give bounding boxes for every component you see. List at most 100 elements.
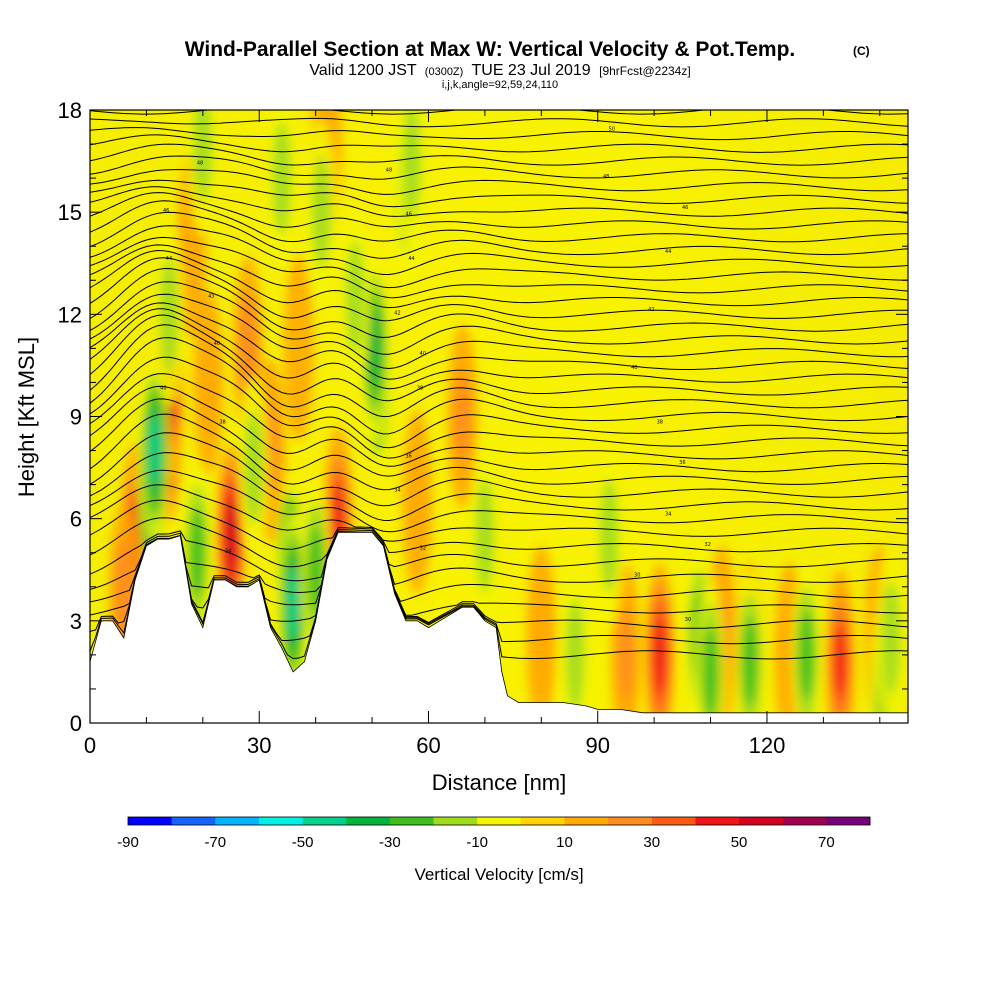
updraft-cell [531, 580, 551, 695]
updraft-cell [834, 625, 847, 698]
x-tick-label: 30 [247, 733, 271, 758]
theta-contour [90, 356, 908, 449]
y-tick-label: 18 [58, 98, 82, 123]
theta-contour [90, 169, 908, 195]
downdraft-cell [599, 478, 619, 593]
theta-contour-label: 40 [420, 351, 426, 357]
updraft-cell [407, 444, 427, 559]
y-tick-label: 15 [58, 200, 82, 225]
theta-contour [90, 211, 908, 259]
theta-contour [90, 302, 908, 380]
colorbar-tick-label: 70 [818, 834, 835, 851]
theta-contour [90, 324, 908, 418]
colorbar-tick-label: -10 [466, 834, 488, 851]
theta-contour-label: 48 [603, 174, 609, 180]
downdraft-cell [368, 308, 382, 388]
theta-contour-label: 30 [634, 573, 640, 579]
theta-contour-label: 48 [386, 167, 392, 173]
theta-contour-labels: 46 48 44 43 40 40 38 34 48 46 44 42 40 38 36 34 32 50 48 46… [160, 126, 711, 622]
theta-contour [90, 244, 908, 299]
colorbar-swatch [608, 817, 653, 825]
theta-contour [90, 155, 908, 180]
theta-contour-label: 40 [631, 365, 637, 371]
updraft-cell [224, 499, 238, 572]
theta-contour [90, 413, 908, 491]
theta-contour-label: 40 [160, 385, 166, 391]
theta-contour [90, 179, 908, 208]
theta-contour-label: 36 [679, 460, 685, 466]
downdraft-cell [702, 626, 719, 718]
theta-contour-label: 42 [394, 310, 400, 316]
x-tick-label: 120 [749, 733, 786, 758]
colorbar-swatch [258, 817, 303, 825]
y-tick-label: 0 [70, 711, 82, 736]
theta-contour [90, 484, 908, 542]
theta-contour [90, 200, 908, 243]
colorbar-tick-label: 50 [731, 834, 748, 851]
theta-contour [90, 192, 908, 230]
colorbar-tick-label: -30 [379, 834, 401, 851]
theta-contour-label: 38 [657, 419, 663, 425]
colorbar-tick-label: 10 [556, 834, 573, 851]
plot-area: 46 48 44 43 40 40 38 34 48 46 44 42 40 38 36 34 32 50 48 46… [90, 110, 908, 723]
colorbar: -90 -70 -50 -30 -10 10 30 50 70 [117, 816, 871, 851]
theta-contour [90, 293, 908, 370]
colorbar-frame [127, 816, 871, 826]
theta-contour-label: 32 [420, 545, 426, 551]
theta-contour [90, 533, 908, 616]
theta-contour-label: 43 [208, 293, 214, 299]
theta-contour-label: 44 [408, 256, 414, 262]
theta-contour [90, 314, 908, 402]
downdraft-cell [475, 478, 495, 593]
theta-contour [90, 452, 908, 522]
theta-contour [90, 127, 908, 141]
theta-contour [90, 267, 908, 339]
theta-contour [90, 308, 908, 390]
colorbar-swatch [433, 817, 478, 825]
theta-contour-label: 50 [609, 126, 615, 132]
chart-subtitle-indices: i,j,k,angle=92,59,24,110 [442, 79, 558, 91]
downdraft-cell [311, 155, 331, 270]
downdraft-cell [272, 121, 292, 236]
downdraft-cell [286, 567, 300, 640]
theta-contour [90, 530, 908, 585]
downdraft-cell [148, 414, 162, 487]
subtitle-date: TUE 23 Jul 2019 [471, 62, 590, 79]
theta-contour [90, 398, 908, 477]
theta-contour [90, 117, 908, 128]
theta-contour [90, 186, 908, 217]
theta-contour-label: 34 [225, 549, 231, 555]
colorbar-swatch [739, 817, 784, 825]
theta-contour [90, 517, 908, 568]
colorbar-swatch [520, 817, 565, 825]
theta-contour-label: 38 [219, 419, 225, 425]
colorbar-swatch [695, 817, 740, 825]
colorbar-swatch [477, 817, 522, 825]
theta-contour [90, 249, 908, 309]
colorbar-swatch [782, 817, 827, 825]
theta-contour-label: 44 [665, 249, 671, 255]
theta-contour [90, 373, 908, 459]
theta-contour [90, 134, 908, 153]
theta-contour-label: 46 [163, 208, 169, 214]
y-tick-label: 9 [70, 405, 82, 430]
x-tick-label: 0 [84, 733, 96, 758]
theta-contour-label: 34 [394, 487, 400, 493]
theta-contour [90, 257, 908, 322]
updraft-cell [454, 371, 470, 462]
colorbar-swatch [346, 817, 391, 825]
theta-contour-label: 46 [682, 205, 688, 211]
theta-contour [90, 225, 908, 275]
downdraft-cell [193, 110, 213, 202]
theta-contour-label: 30 [685, 617, 691, 623]
theta-contour [90, 281, 908, 355]
theta-contour [90, 143, 908, 166]
theta-contour-label: 34 [665, 511, 671, 517]
colorbar-swatch [389, 817, 434, 825]
theta-contour-label: 46 [406, 212, 412, 218]
updraft-cell [618, 609, 634, 701]
theta-contours [90, 110, 908, 660]
updraft-cell [653, 615, 667, 695]
